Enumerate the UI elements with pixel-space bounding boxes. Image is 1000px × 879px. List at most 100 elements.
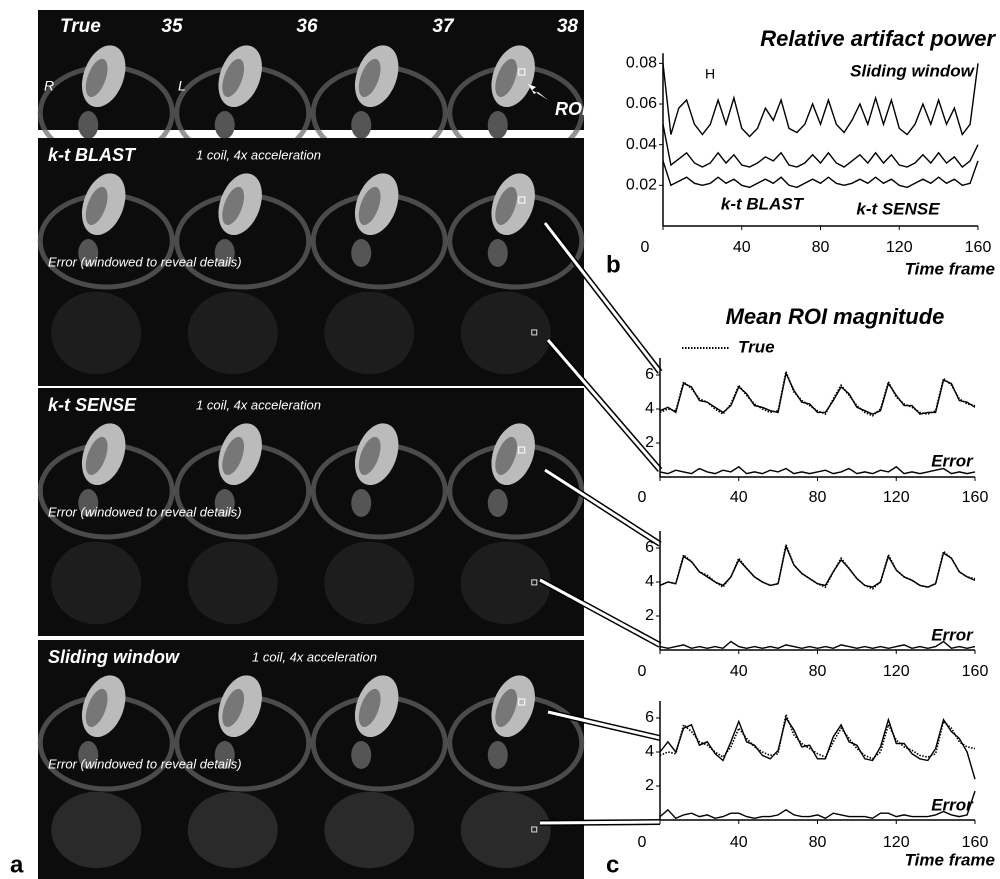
spine: [214, 741, 235, 769]
y-tick-label: 0.08: [626, 55, 657, 72]
heart-shade: [222, 186, 245, 225]
heart-shade: [358, 58, 381, 97]
error-haze: [324, 291, 415, 375]
heart-shade: [358, 688, 381, 727]
series-label: Error: [931, 795, 974, 814]
x-tick-label: 80: [809, 663, 827, 680]
error-haze: [51, 791, 142, 869]
y-tick-label: 4: [645, 400, 654, 417]
series-line: [659, 640, 976, 650]
orientation-marker: L: [178, 78, 186, 94]
roi-box: [531, 329, 538, 336]
roi-box: [518, 68, 526, 76]
frame-label: 38: [557, 16, 579, 37]
heart-shade: [222, 58, 245, 97]
roi-box: [531, 579, 538, 586]
x-tick-label: 40: [730, 489, 748, 506]
y-tick-label: 6: [645, 539, 654, 556]
error-haze: [460, 291, 551, 375]
error-haze: [51, 291, 142, 375]
chart: 0.02 0.04 0.06 0.08 0 40 80 120 160 Relative arti…: [606, 26, 996, 279]
spine: [351, 741, 372, 769]
heart-shade: [495, 186, 518, 225]
x-axis-label: Time frame: [905, 850, 995, 869]
spine: [351, 489, 372, 517]
error-haze: [324, 791, 415, 869]
series-line: [662, 160, 979, 189]
frame-label: 36: [296, 16, 318, 37]
arrow-body: [543, 222, 662, 373]
x-tick-label: 160: [962, 834, 989, 851]
series-label: Sliding window: [850, 61, 975, 80]
spine: [78, 489, 99, 517]
row-label: True: [60, 16, 101, 37]
error-label: Error (windowed to reveal details): [48, 504, 242, 519]
heart-shade: [85, 186, 108, 225]
error-label: Error (windowed to reveal details): [48, 254, 242, 269]
spine: [487, 239, 508, 267]
error-haze: [187, 541, 278, 625]
x-tick-label: 0: [638, 489, 647, 506]
method-note: 1 coil, 4x acceleration: [196, 397, 321, 412]
panel-label: c: [606, 851, 619, 878]
x-axis-label: Time frame: [905, 259, 995, 278]
heart-shade: [495, 436, 518, 475]
method-label: Sliding window: [48, 647, 180, 667]
series-line: [659, 716, 976, 780]
error-haze: [187, 291, 278, 375]
spine: [487, 741, 508, 769]
spine: [351, 239, 372, 267]
series-label: k-t SENSE: [856, 199, 940, 218]
spine: [487, 489, 508, 517]
y-tick-label: 4: [645, 573, 654, 590]
spine: [351, 111, 372, 139]
panel-a-images: k-t BLAST 1 coil, 4x acceleration Error (w…: [37, 10, 585, 879]
chart: 2 4 6 0 40 80 120 160 c Time frame Error: [606, 701, 995, 878]
x-tick-label: 0: [638, 663, 647, 680]
y-tick-label: 2: [645, 434, 654, 451]
series-line: [659, 465, 976, 475]
y-tick-label: 4: [645, 743, 654, 760]
x-tick-label: 0: [641, 239, 650, 256]
legend-label: True: [738, 337, 775, 356]
spine: [214, 489, 235, 517]
y-tick-label: 6: [645, 366, 654, 383]
arrow-body: [544, 468, 661, 546]
error-haze: [324, 541, 415, 625]
spine: [78, 111, 99, 139]
error-label: Error (windowed to reveal details): [48, 756, 242, 771]
heart-shade: [85, 58, 108, 97]
chart: 2 4 6 0 40 80 120 160 Mean ROI magnitude True Erro…: [638, 304, 989, 506]
x-tick-label: 0: [638, 834, 647, 851]
method-label: k-t BLAST: [48, 145, 137, 165]
roi-box: [531, 826, 538, 833]
heart-shade: [85, 436, 108, 475]
heart-shade: [495, 688, 518, 727]
y-tick-label: 0.02: [626, 177, 657, 194]
series-line: [659, 790, 976, 820]
series-line: [659, 371, 976, 415]
error-haze: [460, 541, 551, 625]
y-tick-label: 0.06: [626, 95, 657, 112]
y-tick-label: 0.04: [626, 136, 657, 153]
spine: [78, 741, 99, 769]
spine: [78, 239, 99, 267]
y-tick-label: 2: [645, 777, 654, 794]
y-tick-label: 2: [645, 607, 654, 624]
series-label: Error: [931, 625, 974, 644]
x-tick-label: 120: [883, 663, 910, 680]
method-label: k-t SENSE: [48, 395, 137, 415]
arrow-body: [546, 339, 662, 471]
series-line: [659, 368, 976, 417]
roi-box: [518, 698, 526, 706]
series-label: Error: [931, 451, 974, 470]
method-note: 1 coil, 4x acceleration: [252, 649, 377, 664]
heart-shade: [495, 58, 518, 97]
chart-title: Mean ROI magnitude: [726, 304, 945, 329]
heart-shade: [222, 688, 245, 727]
heart-shade: [358, 186, 381, 225]
spine: [214, 111, 235, 139]
x-tick-label: 80: [809, 834, 827, 851]
